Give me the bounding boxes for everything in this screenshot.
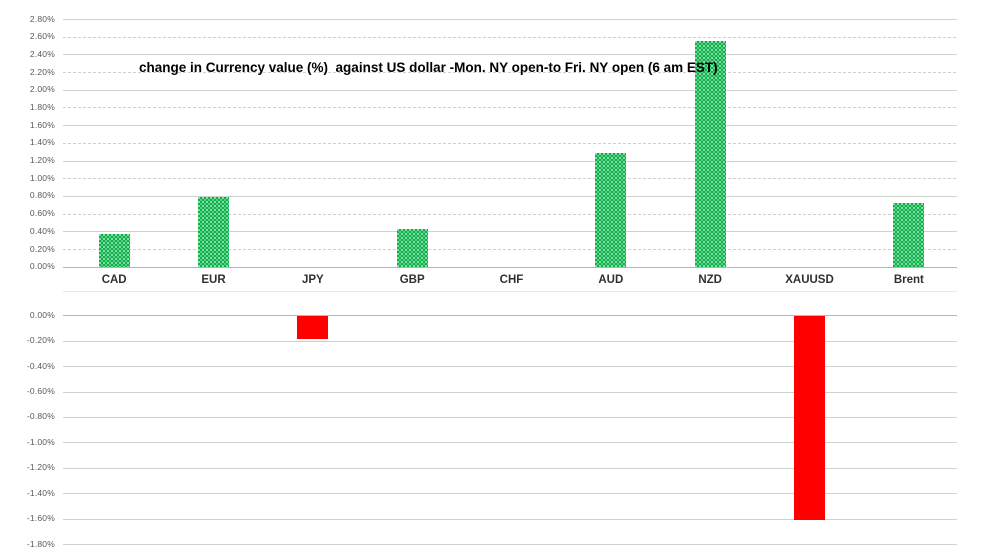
y-axis-tick-bottom: -1.20% (26, 462, 55, 473)
gridline-bottom--0.80% (63, 416, 957, 418)
category-label-CAD: CAD (101, 274, 127, 286)
y-axis-tick-top: 1.00% (29, 172, 55, 183)
y-axis-tick-top: 0.40% (29, 225, 55, 236)
category-label-XAUUSD: XAUUSD (785, 274, 834, 286)
gridline-top-2.20% (63, 72, 957, 74)
y-axis-tick-bottom: -0.40% (26, 360, 55, 371)
gridline-bottom--1.80% (63, 544, 957, 546)
gridline-top-2.80% (63, 19, 957, 21)
category-label-CHF: CHF (499, 274, 524, 286)
y-axis-tick-top: 1.40% (29, 137, 55, 148)
category-label-NZD: NZD (698, 274, 722, 286)
category-label-Brent: Brent (893, 274, 924, 286)
gridline-top-0.80% (63, 195, 957, 197)
panel-separator (63, 291, 957, 292)
y-axis-tick-top: 2.80% (29, 13, 55, 24)
bar-NZD (694, 41, 726, 267)
y-axis-tick-bottom: -1.80% (26, 538, 55, 549)
gridline-bottom-0.00% (63, 315, 957, 317)
y-axis-tick-top: 0.00% (29, 261, 55, 272)
gridline-top-0.20% (63, 249, 957, 250)
y-axis-tick-top: 2.40% (29, 48, 55, 59)
gridline-top-2.00% (63, 89, 957, 91)
y-axis-tick-bottom: -1.40% (26, 487, 55, 498)
bar-JPY (297, 316, 329, 340)
gridline-top-1.20% (63, 160, 957, 162)
gridline-bottom--1.00% (63, 442, 957, 444)
y-axis-tick-top: 2.00% (29, 84, 55, 95)
y-axis-tick-top: 1.60% (29, 119, 55, 130)
y-axis-tick-top: 0.20% (29, 243, 55, 254)
bar-AUD (595, 152, 627, 267)
gridline-top-1.80% (63, 107, 957, 109)
gridline-bottom--1.20% (63, 467, 957, 469)
y-axis-tick-bottom: -0.60% (26, 386, 55, 397)
y-axis-tick-top: 1.20% (29, 155, 55, 166)
y-axis-tick-top: 2.60% (29, 31, 55, 42)
y-axis-tick-bottom: -0.20% (26, 335, 55, 346)
bar-GBP (396, 228, 428, 267)
y-axis-tick-bottom: -0.80% (26, 411, 55, 422)
bar-CAD (98, 233, 130, 267)
gridline-top-0.40% (63, 231, 957, 233)
category-label-AUD: AUD (598, 274, 624, 286)
gridline-top-1.40% (63, 142, 957, 144)
y-axis-tick-top: 0.80% (29, 190, 55, 201)
gridline-top-1.60% (63, 125, 957, 127)
y-axis-tick-top: 1.80% (29, 101, 55, 112)
gridline-bottom--0.20% (63, 340, 957, 342)
bar-Brent (893, 203, 925, 267)
category-label-EUR: EUR (201, 274, 226, 286)
gridline-bottom--1.40% (63, 493, 957, 495)
gridline-top-0.60% (63, 213, 957, 215)
bar-EUR (198, 196, 229, 267)
category-label-GBP: GBP (399, 274, 425, 286)
gridline-top-2.40% (63, 54, 957, 56)
gridline-top-1.00% (63, 178, 957, 180)
y-axis-tick-top: 0.60% (29, 208, 55, 219)
y-axis-tick-bottom: -1.60% (26, 513, 55, 524)
y-axis-tick-bottom: 0.00% (29, 309, 55, 320)
gridline-top-2.60% (63, 36, 957, 38)
gridline-top-0.00% (63, 266, 957, 268)
gridline-bottom--1.60% (63, 518, 957, 520)
gridline-bottom--0.40% (63, 366, 957, 368)
bar-XAUUSD (794, 316, 825, 520)
y-axis-tick-bottom: -1.00% (26, 436, 55, 447)
chart-title: change in Currency value (%) against US … (139, 60, 718, 75)
gridline-bottom--0.60% (63, 391, 957, 393)
y-axis-tick-top: 2.20% (29, 66, 55, 77)
category-label-JPY: JPY (301, 274, 324, 286)
